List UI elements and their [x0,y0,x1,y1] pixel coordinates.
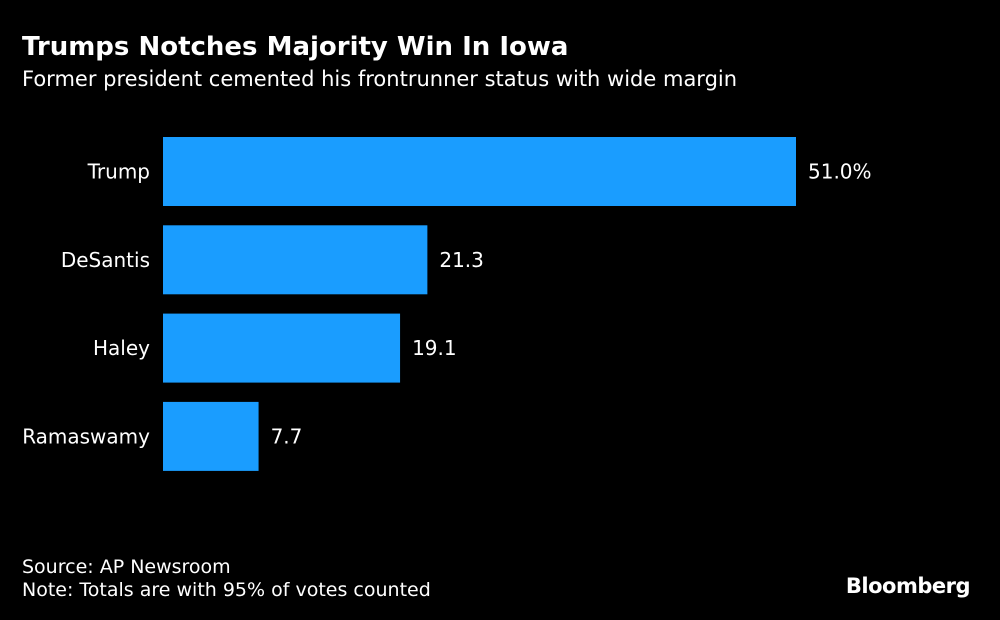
category-label-trump: Trump [87,160,150,184]
chart-subtitle: Former president cemented his frontrunne… [22,67,738,91]
bar-haley [163,313,401,383]
category-label-haley: Haley [93,336,150,360]
value-label-ramaswamy: 7.7 [271,424,303,448]
bar-ramaswamy [163,401,259,471]
value-label-trump: 51.0% [808,160,872,184]
value-label-haley: 19.1 [412,336,457,360]
value-label-desantis: 21.3 [439,248,484,272]
bar-desantis [163,225,428,295]
source-note: Source: AP Newsroom [22,556,231,578]
category-label-ramaswamy: Ramaswamy [22,424,150,448]
chart-title: Trumps Notches Majority Win In Iowa [22,32,569,62]
footnote: Note: Totals are with 95% of votes count… [22,579,431,601]
category-label-desantis: DeSantis [61,248,150,272]
bloomberg-logo: Bloomberg [845,574,971,598]
bar-trump [163,137,796,206]
